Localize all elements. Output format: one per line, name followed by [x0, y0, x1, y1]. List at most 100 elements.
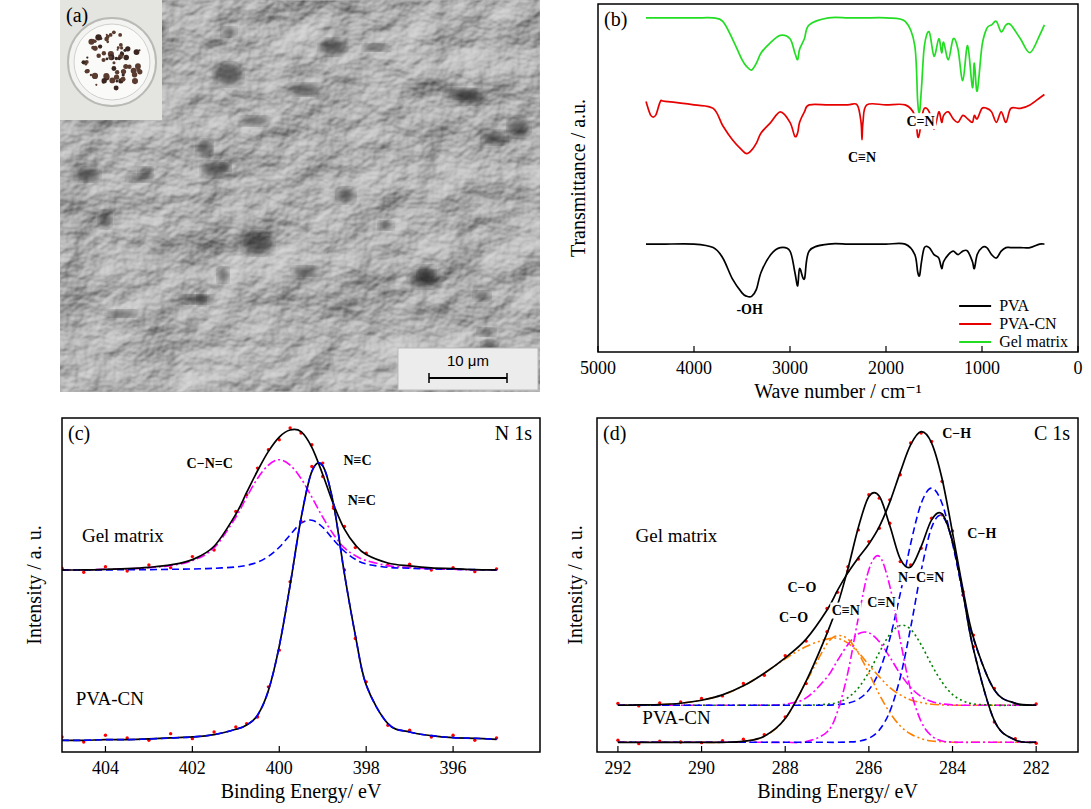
x-tick-label: 3000	[772, 358, 808, 378]
x-tick-label: 288	[772, 758, 799, 778]
data-line	[646, 94, 1044, 153]
sem-pore	[337, 188, 354, 204]
label-patch	[897, 569, 946, 585]
sample-label: Gel matrix	[636, 525, 718, 546]
sem-pore	[455, 90, 484, 104]
sem-pore	[320, 39, 346, 54]
scale-bar-box	[398, 348, 538, 390]
x-tick-label: 398	[353, 758, 380, 778]
label-patch	[603, 8, 629, 32]
x-tick-label: 402	[179, 758, 206, 778]
peak-label: C≡N	[832, 603, 860, 618]
panel-label: (d)	[603, 422, 626, 445]
inset-photo	[60, 0, 162, 120]
data-point	[82, 571, 85, 574]
inset-flake	[134, 49, 140, 55]
sem-pore	[220, 163, 230, 171]
sample-label: Gel matrix	[82, 525, 164, 546]
sem-pore	[99, 211, 111, 228]
x-tick	[885, 346, 886, 352]
data-line	[62, 520, 497, 570]
x-tick	[452, 746, 453, 752]
inset-flake	[118, 54, 123, 59]
label-patch	[905, 113, 936, 129]
inset-flake	[106, 57, 109, 60]
inset-dish	[68, 18, 156, 106]
peak-label: C=N	[906, 114, 934, 129]
peak-label: N−C≡N	[898, 570, 944, 585]
label-patch	[866, 594, 897, 610]
inset-flake	[121, 77, 126, 82]
x-tick	[597, 346, 598, 352]
inset-dish-inner	[74, 24, 150, 100]
scale-bar-label: 10 μm	[447, 352, 489, 369]
inset-flake	[85, 69, 89, 73]
plot-frame	[62, 418, 540, 752]
label-patch	[846, 150, 877, 166]
sample-label: PVA-CN	[642, 707, 711, 728]
label-patch	[67, 422, 92, 446]
x-tick	[105, 746, 106, 752]
inset-flake	[121, 69, 126, 74]
peak-label: N≡C	[343, 453, 371, 468]
x-axis-title: Binding Energy/ eV	[221, 780, 382, 803]
sem-pore	[419, 266, 435, 283]
sem-pore	[483, 131, 506, 144]
legend-label: PVA-CN	[999, 315, 1057, 332]
x-tick	[981, 346, 982, 352]
data-line	[618, 632, 1036, 705]
inset-flake	[119, 43, 123, 47]
sem-pore	[218, 268, 229, 283]
inset-flake	[91, 46, 95, 50]
sem-pore	[215, 63, 241, 85]
peak-label: C−O	[787, 580, 816, 595]
inset-flake	[114, 85, 119, 90]
figure: (a)10 μm500040003000200010000Wave number…	[0, 0, 1091, 809]
sem-pore	[290, 84, 320, 95]
inset-flake	[120, 51, 122, 53]
panel-label: (a)	[66, 4, 88, 27]
panel-label: (b)	[604, 8, 627, 31]
inset-flake	[123, 55, 129, 61]
inset-flake	[109, 56, 113, 60]
inset-flake	[109, 54, 115, 60]
data-line	[646, 243, 1044, 297]
sem-pore	[240, 117, 269, 126]
legend-swatch	[959, 323, 991, 325]
inset-flake	[136, 68, 140, 72]
sem-pore	[364, 44, 389, 51]
x-tick-label: 286	[855, 758, 882, 778]
label-patch	[493, 422, 533, 445]
inset-flake	[102, 51, 106, 55]
sem-pore	[197, 292, 206, 305]
x-tick	[701, 746, 702, 752]
label-patch	[634, 524, 719, 546]
data-point	[104, 565, 107, 568]
sem-pore	[128, 175, 153, 182]
x-tick	[952, 746, 953, 752]
inset-flake	[132, 78, 138, 84]
x-tick	[617, 746, 618, 752]
x-tick-label: 282	[1023, 758, 1050, 778]
x-tick-label: 404	[92, 758, 119, 778]
sem-texture	[60, 0, 540, 392]
data-point	[191, 555, 194, 558]
peak-label: -OH	[736, 302, 763, 317]
label-patch	[1032, 422, 1071, 445]
inset-flake	[95, 84, 97, 86]
label-patch	[602, 422, 628, 446]
annotations: N 1s(c)Gel matrixPVA-CNC−N=CN≡CN≡C	[67, 422, 534, 710]
scale-bar-end	[428, 373, 430, 383]
inset-flake	[90, 74, 92, 76]
data-point	[212, 730, 215, 733]
sem-pore	[197, 140, 212, 156]
x-tick	[693, 346, 694, 352]
peak-label: C−H	[967, 526, 996, 541]
x-tick	[1077, 346, 1078, 352]
sem-pore	[76, 168, 99, 181]
label-patch	[941, 426, 973, 442]
data-line	[618, 493, 1036, 743]
chart-1: 404402400398396Binding Energy/ eVIntensi…	[23, 418, 540, 803]
x-tick-label: 0	[1074, 358, 1083, 378]
plot-area	[646, 17, 1044, 297]
